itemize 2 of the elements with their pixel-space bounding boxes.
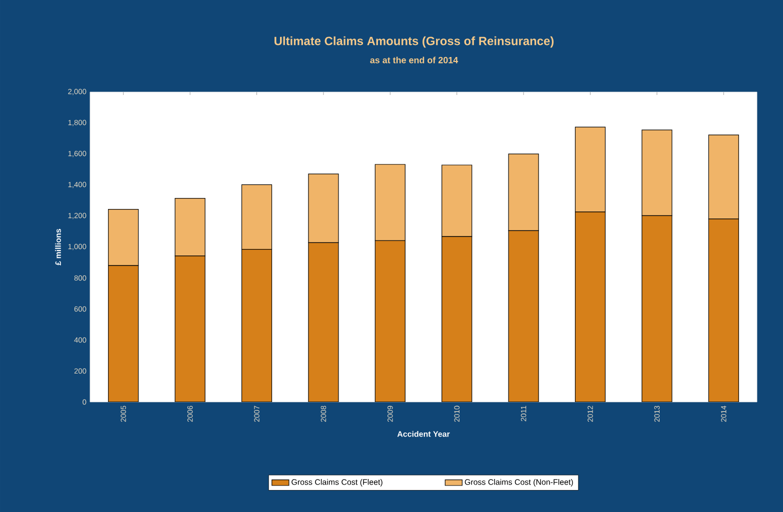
chart-subtitle: as at the end of 2014 — [370, 56, 458, 64]
chart-title: Ultimate Claims Amounts (Gross of Reinsurance) — [274, 36, 554, 48]
